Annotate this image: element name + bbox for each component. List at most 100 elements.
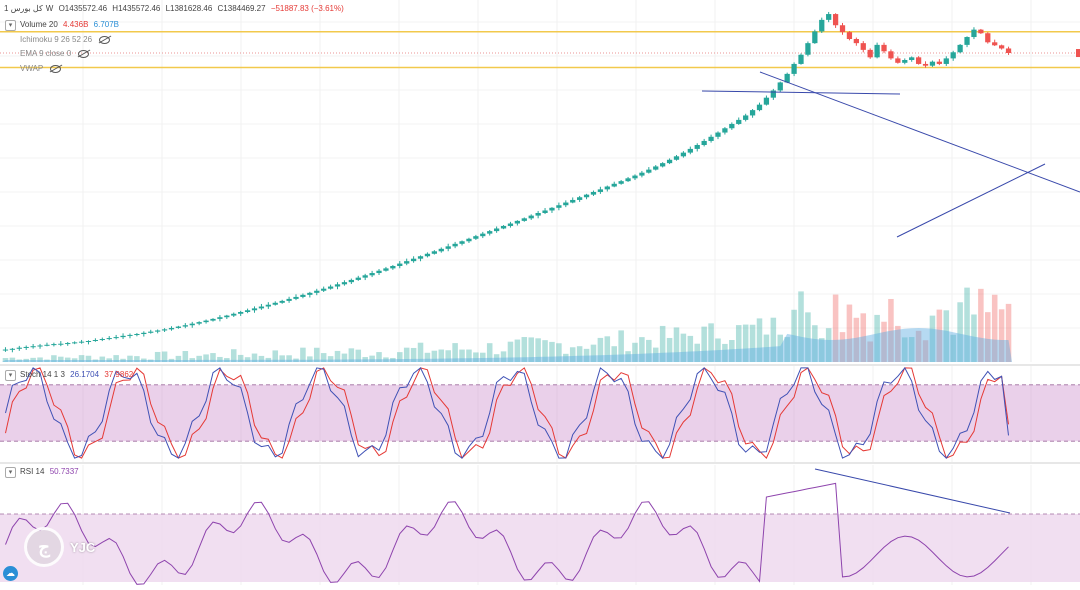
main-legend: کل بورس 1W O1435572.46 H1435572.46 L1381… — [4, 4, 347, 13]
candle-body — [680, 152, 687, 157]
candle-body — [127, 334, 133, 336]
candle-body — [909, 57, 915, 61]
collapse-legend-button[interactable]: ▾ — [5, 20, 16, 31]
stoch-band — [0, 384, 1080, 442]
candle-body — [521, 218, 527, 221]
candle-body — [65, 343, 71, 345]
volume-bar — [9, 357, 16, 362]
volume-bar — [369, 355, 375, 362]
candle-body — [99, 339, 105, 341]
volume-bar — [784, 337, 790, 362]
candle-body — [85, 341, 92, 343]
cloud-icon[interactable]: ☁ — [3, 566, 18, 581]
candle-body — [998, 45, 1005, 49]
candle-body — [272, 302, 278, 305]
volume-bar — [161, 351, 168, 362]
hidden-eye-icon[interactable] — [99, 35, 111, 44]
candle-body — [1005, 48, 1012, 54]
candle-body — [182, 325, 188, 327]
rsi-legend[interactable]: RSI 14 50.7337 — [20, 467, 82, 476]
volume-bar — [860, 313, 867, 362]
volume-bar — [390, 357, 396, 362]
open-value: O1435572.46 — [58, 4, 108, 13]
ema-label: EMA 9 close 0 — [20, 49, 72, 58]
candle-body — [196, 322, 202, 324]
candle-body — [397, 263, 403, 266]
candle-body — [666, 159, 673, 164]
volume-bar — [590, 344, 597, 362]
volume-bar — [327, 356, 334, 362]
candle-body — [251, 308, 258, 311]
candle-body — [507, 223, 514, 226]
volume-bar — [832, 294, 839, 362]
volume-bar — [480, 352, 486, 362]
vwap-legend[interactable]: VWAP — [20, 64, 64, 73]
volume-legend[interactable]: Volume 20 4.436B 6.707B — [20, 20, 122, 29]
volume-bar — [106, 358, 112, 362]
symbol-label[interactable]: کل بورس — [10, 4, 43, 13]
volume-bar — [791, 309, 797, 362]
volume-bar — [991, 294, 998, 362]
candle-body — [583, 194, 590, 198]
rsi-trend-line — [814, 468, 1011, 514]
candle-body — [141, 332, 147, 335]
volume-bar — [237, 354, 244, 362]
volume-bar — [203, 354, 209, 362]
volume-bar — [23, 358, 29, 362]
volume-bar — [438, 349, 445, 362]
volume-bar — [313, 347, 320, 362]
volume-bar — [687, 335, 694, 362]
volume-bar — [376, 352, 382, 362]
candle-body — [383, 268, 389, 271]
candle-body — [597, 189, 604, 192]
stoch-legend[interactable]: Stoch 14 1 3 26.1704 37.9862 — [20, 370, 136, 379]
volume-bar — [210, 353, 216, 362]
volume-bar — [182, 351, 189, 362]
change-value: −51887.83 (−3.61%) — [270, 4, 344, 13]
candle-body — [915, 57, 922, 64]
timeframe-label[interactable]: 1W — [4, 4, 54, 13]
volume-bar — [486, 343, 493, 362]
candle-body — [279, 300, 285, 303]
collapse-stoch-button[interactable]: ▾ — [5, 370, 16, 381]
candle-body — [646, 169, 652, 173]
hidden-eye-icon[interactable] — [50, 64, 62, 73]
hidden-eye-icon[interactable] — [78, 49, 90, 58]
candle-body — [556, 205, 562, 208]
collapse-rsi-button[interactable]: ▾ — [5, 467, 16, 478]
volume-bar — [812, 325, 818, 362]
volume-bar — [839, 332, 846, 362]
rsi-band — [0, 514, 1080, 582]
volume-bar — [888, 298, 894, 362]
candle-body — [570, 199, 576, 203]
candle-body — [307, 292, 313, 295]
volume-bar — [701, 326, 707, 362]
candle-body — [44, 344, 50, 346]
trend-line-top — [701, 90, 901, 95]
volume-bar — [265, 357, 272, 362]
volume-bar — [902, 337, 908, 362]
volume-bar — [777, 334, 784, 362]
candle-body — [950, 52, 956, 59]
volume-bar — [639, 337, 645, 362]
volume-bar — [715, 338, 721, 362]
ichimoku-legend[interactable]: Ichimoku 9 26 52 26 — [20, 35, 113, 44]
candle-body — [549, 207, 555, 211]
volume-bar — [251, 353, 258, 362]
candle-body — [784, 73, 790, 83]
volume-bar — [258, 355, 265, 362]
ema-legend[interactable]: EMA 9 close 0 — [20, 49, 92, 58]
candle-body — [9, 348, 16, 350]
candle-body — [148, 331, 154, 333]
rsi-line — [5, 482, 1009, 585]
volume-bar — [1005, 303, 1012, 362]
candle-body — [812, 31, 818, 44]
volume-bar — [659, 325, 666, 362]
candle-body — [611, 183, 617, 187]
volume-bar — [307, 356, 313, 362]
candle-body — [632, 175, 638, 179]
trend-line-support — [896, 163, 1046, 238]
volume-bar — [818, 338, 825, 362]
